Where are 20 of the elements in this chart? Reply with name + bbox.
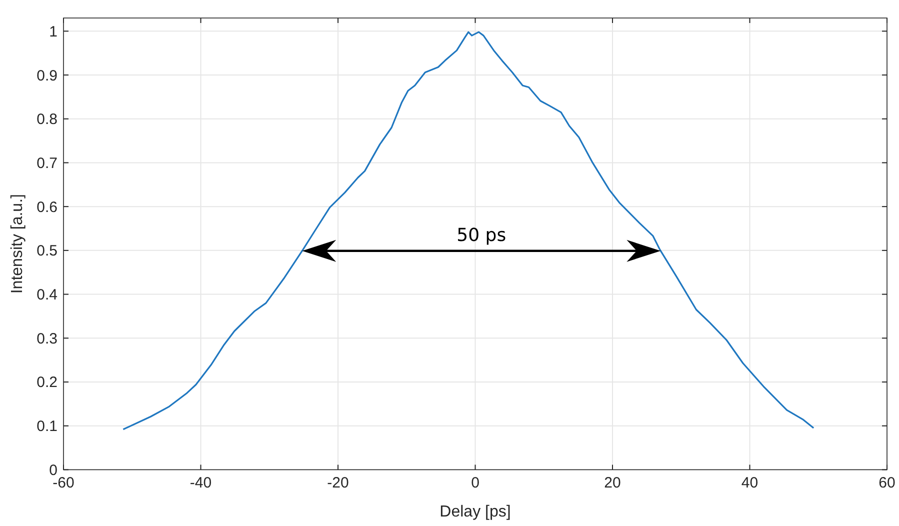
y-tick-label: 0.3 <box>36 330 58 348</box>
x-tick-label: 40 <box>741 474 758 492</box>
x-axis-title: Delay [ps] <box>440 504 511 521</box>
y-tick-label: 0.2 <box>36 374 58 392</box>
y-tick-label: 0.6 <box>36 198 58 216</box>
x-tick-label: 0 <box>471 474 480 492</box>
x-tick-label: -20 <box>327 474 349 492</box>
y-tick-label: 0.5 <box>36 242 58 260</box>
y-axis-title: Intensity [a.u.] <box>9 194 26 294</box>
y-tick-label: 0.8 <box>36 111 58 128</box>
y-tick-label: 0.1 <box>36 418 58 436</box>
x-tick-label: 60 <box>878 474 896 492</box>
y-tick-label: 0.9 <box>36 67 58 84</box>
y-tick-label: 1 <box>49 23 58 40</box>
x-tick-label: 20 <box>604 474 621 492</box>
x-tick-label: -40 <box>190 474 212 492</box>
line-series <box>122 31 814 430</box>
y-tick-label: 0.4 <box>36 286 58 304</box>
annotation: 50 ps <box>456 224 506 246</box>
y-tick-label: 0.7 <box>36 154 58 172</box>
